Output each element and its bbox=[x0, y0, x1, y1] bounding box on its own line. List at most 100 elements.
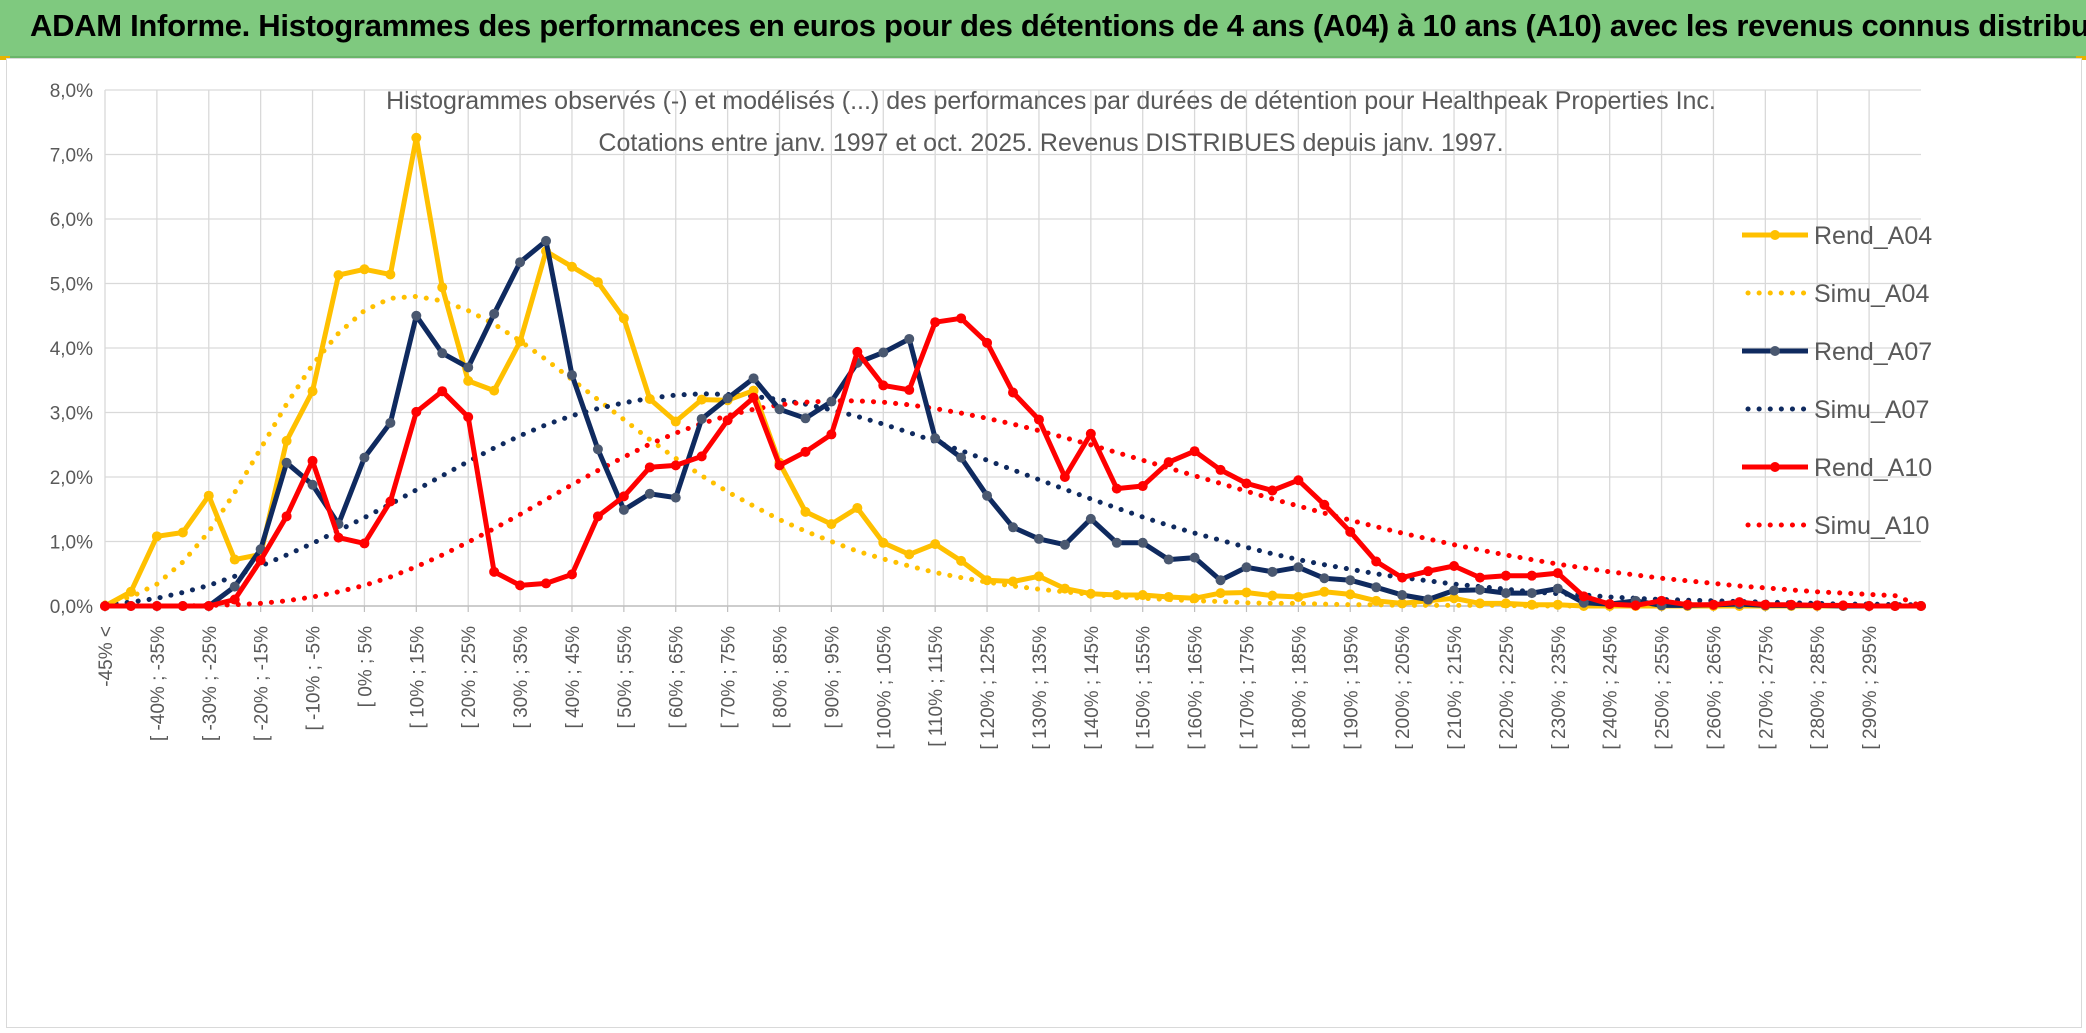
x-tick-label: [ 250% ; 255% bbox=[1653, 626, 1674, 750]
data-point bbox=[1345, 526, 1356, 537]
corner-mark-left bbox=[0, 56, 10, 60]
data-point bbox=[956, 313, 967, 324]
data-point bbox=[1552, 583, 1563, 594]
x-tick-label: [ 160% ; 165% bbox=[1186, 626, 1207, 750]
data-point bbox=[1474, 598, 1485, 609]
x-tick-label: [ 150% ; 155% bbox=[1134, 626, 1155, 750]
data-point bbox=[1864, 601, 1875, 611]
legend-item: Simu_A10 bbox=[1745, 512, 1929, 540]
data-point bbox=[930, 539, 941, 550]
data-point bbox=[1241, 587, 1252, 598]
legend-label: Rend_A07 bbox=[1814, 338, 1932, 366]
series-line bbox=[105, 238, 1921, 609]
y-tick-label: 6,0% bbox=[50, 210, 93, 231]
legend-label: Simu_A07 bbox=[1814, 396, 1929, 424]
x-tick-label: [ 260% ; 265% bbox=[1704, 626, 1725, 750]
data-point bbox=[1293, 475, 1304, 486]
data-point bbox=[904, 384, 915, 395]
data-point bbox=[1241, 562, 1252, 573]
x-tick-label: [ 200% ; 205% bbox=[1393, 626, 1414, 750]
series-simu-a07 bbox=[102, 391, 1924, 608]
data-point bbox=[1526, 588, 1537, 599]
data-point bbox=[541, 235, 552, 246]
data-point bbox=[463, 362, 474, 373]
data-point bbox=[307, 479, 318, 490]
data-point bbox=[878, 347, 889, 358]
data-point bbox=[203, 490, 214, 501]
data-point bbox=[852, 502, 863, 513]
data-point bbox=[1008, 387, 1018, 398]
data-point bbox=[1111, 483, 1122, 494]
data-point bbox=[1163, 554, 1174, 565]
x-axis-ticks: -45% < [ -40% ; -35% [ -30% ; -25% [ -20% ;… bbox=[96, 626, 1881, 750]
data-point bbox=[982, 337, 993, 348]
data-point bbox=[411, 310, 422, 321]
x-tick-label: [ 70% ; 75% bbox=[719, 626, 740, 729]
y-tick-label: 3,0% bbox=[50, 404, 93, 425]
data-point bbox=[1111, 590, 1122, 601]
data-point bbox=[515, 580, 526, 591]
data-point bbox=[566, 261, 577, 272]
data-point bbox=[333, 270, 344, 281]
data-point bbox=[904, 333, 915, 344]
data-point bbox=[1474, 584, 1485, 595]
x-tick-label: [ 110% ; 115% bbox=[926, 626, 947, 747]
legend: Rend_A04 Simu_A04 Rend_A07 Simu_A07 Rend_A10… bbox=[1742, 222, 1932, 540]
data-point bbox=[1215, 464, 1226, 475]
data-point bbox=[255, 555, 266, 566]
x-tick-label: [ 140% ; 145% bbox=[1082, 626, 1103, 750]
chart-subtitle: Cotations entre janv. 1997 et oct. 2025.… bbox=[598, 129, 1503, 157]
data-point bbox=[800, 413, 811, 424]
data-point bbox=[1449, 593, 1460, 604]
data-point bbox=[1059, 472, 1070, 482]
data-point bbox=[437, 282, 448, 293]
data-point bbox=[1449, 585, 1460, 596]
x-tick-label: [ 170% ; 175% bbox=[1237, 626, 1258, 750]
report-title: ADAM Informe. Histogrammes des performan… bbox=[30, 8, 2086, 43]
data-point bbox=[177, 601, 188, 611]
data-point bbox=[489, 385, 500, 396]
data-point bbox=[307, 386, 318, 397]
data-point bbox=[982, 490, 993, 501]
data-point bbox=[1189, 593, 1200, 604]
data-point bbox=[826, 396, 837, 407]
data-point bbox=[1371, 595, 1382, 606]
data-point bbox=[333, 532, 344, 543]
data-point bbox=[1189, 552, 1200, 563]
data-point bbox=[800, 446, 811, 457]
data-point bbox=[151, 601, 162, 611]
data-point bbox=[515, 336, 526, 347]
data-point bbox=[878, 380, 889, 391]
data-point bbox=[1397, 598, 1408, 609]
data-point bbox=[1033, 533, 1044, 544]
y-axis-ticks: 0,0% 1,0% 2,0% 3,0% 4,0% 5,0% 6,0% 7,0% 8,0% bbox=[50, 81, 93, 618]
data-point bbox=[489, 308, 500, 319]
data-point bbox=[1293, 591, 1304, 602]
data-point bbox=[1111, 537, 1122, 548]
data-point bbox=[1604, 599, 1615, 610]
data-point bbox=[1215, 588, 1226, 599]
data-point bbox=[1085, 428, 1096, 439]
data-point bbox=[1500, 598, 1511, 609]
data-point bbox=[1215, 575, 1226, 586]
legend-item: Simu_A04 bbox=[1745, 280, 1929, 308]
data-point bbox=[385, 417, 396, 428]
data-point bbox=[1345, 575, 1356, 586]
data-point bbox=[1397, 590, 1408, 601]
data-point bbox=[696, 413, 707, 424]
data-point bbox=[696, 451, 707, 462]
x-tick-label: [ -30% ; -25% bbox=[200, 626, 221, 741]
x-tick-label: [ 130% ; 135% bbox=[1030, 626, 1051, 750]
data-point bbox=[1267, 590, 1278, 601]
data-point bbox=[463, 412, 474, 423]
legend-marker bbox=[1770, 462, 1780, 472]
x-tick-label: [ 90% ; 95% bbox=[822, 626, 843, 729]
data-point bbox=[1423, 594, 1434, 605]
data-point bbox=[1474, 572, 1485, 583]
y-tick-label: 5,0% bbox=[50, 275, 93, 296]
data-point bbox=[956, 452, 967, 463]
legend-marker bbox=[1770, 346, 1780, 356]
data-point bbox=[1708, 599, 1719, 610]
data-point bbox=[1423, 566, 1434, 577]
data-point bbox=[1682, 599, 1693, 610]
